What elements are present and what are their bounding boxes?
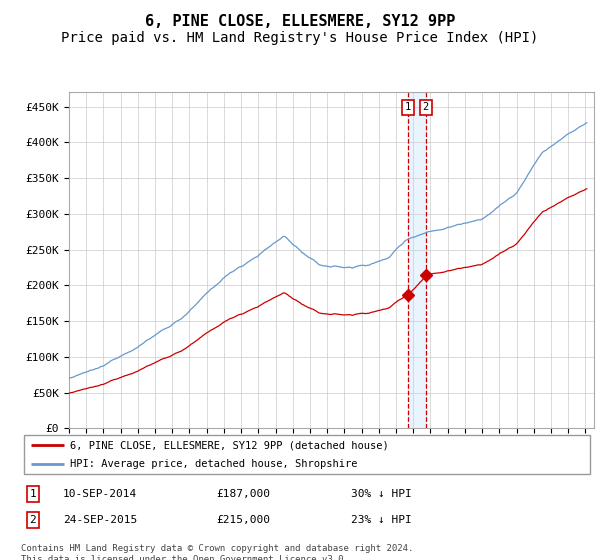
Text: 30% ↓ HPI: 30% ↓ HPI bbox=[351, 489, 412, 499]
Text: 6, PINE CLOSE, ELLESMERE, SY12 9PP (detached house): 6, PINE CLOSE, ELLESMERE, SY12 9PP (deta… bbox=[70, 441, 388, 450]
Text: 10-SEP-2014: 10-SEP-2014 bbox=[63, 489, 137, 499]
Text: £187,000: £187,000 bbox=[216, 489, 270, 499]
Text: Price paid vs. HM Land Registry's House Price Index (HPI): Price paid vs. HM Land Registry's House … bbox=[61, 31, 539, 45]
Text: £215,000: £215,000 bbox=[216, 515, 270, 525]
Text: 2: 2 bbox=[423, 102, 429, 113]
Text: 1: 1 bbox=[29, 489, 37, 499]
Text: HPI: Average price, detached house, Shropshire: HPI: Average price, detached house, Shro… bbox=[70, 459, 357, 469]
Text: 24-SEP-2015: 24-SEP-2015 bbox=[63, 515, 137, 525]
Text: 2: 2 bbox=[29, 515, 37, 525]
Bar bbox=[408, 92, 426, 428]
Text: 23% ↓ HPI: 23% ↓ HPI bbox=[351, 515, 412, 525]
Text: 6, PINE CLOSE, ELLESMERE, SY12 9PP: 6, PINE CLOSE, ELLESMERE, SY12 9PP bbox=[145, 14, 455, 29]
Text: Contains HM Land Registry data © Crown copyright and database right 2024.
This d: Contains HM Land Registry data © Crown c… bbox=[21, 544, 413, 560]
Text: 1: 1 bbox=[405, 102, 411, 113]
FancyBboxPatch shape bbox=[24, 435, 590, 474]
